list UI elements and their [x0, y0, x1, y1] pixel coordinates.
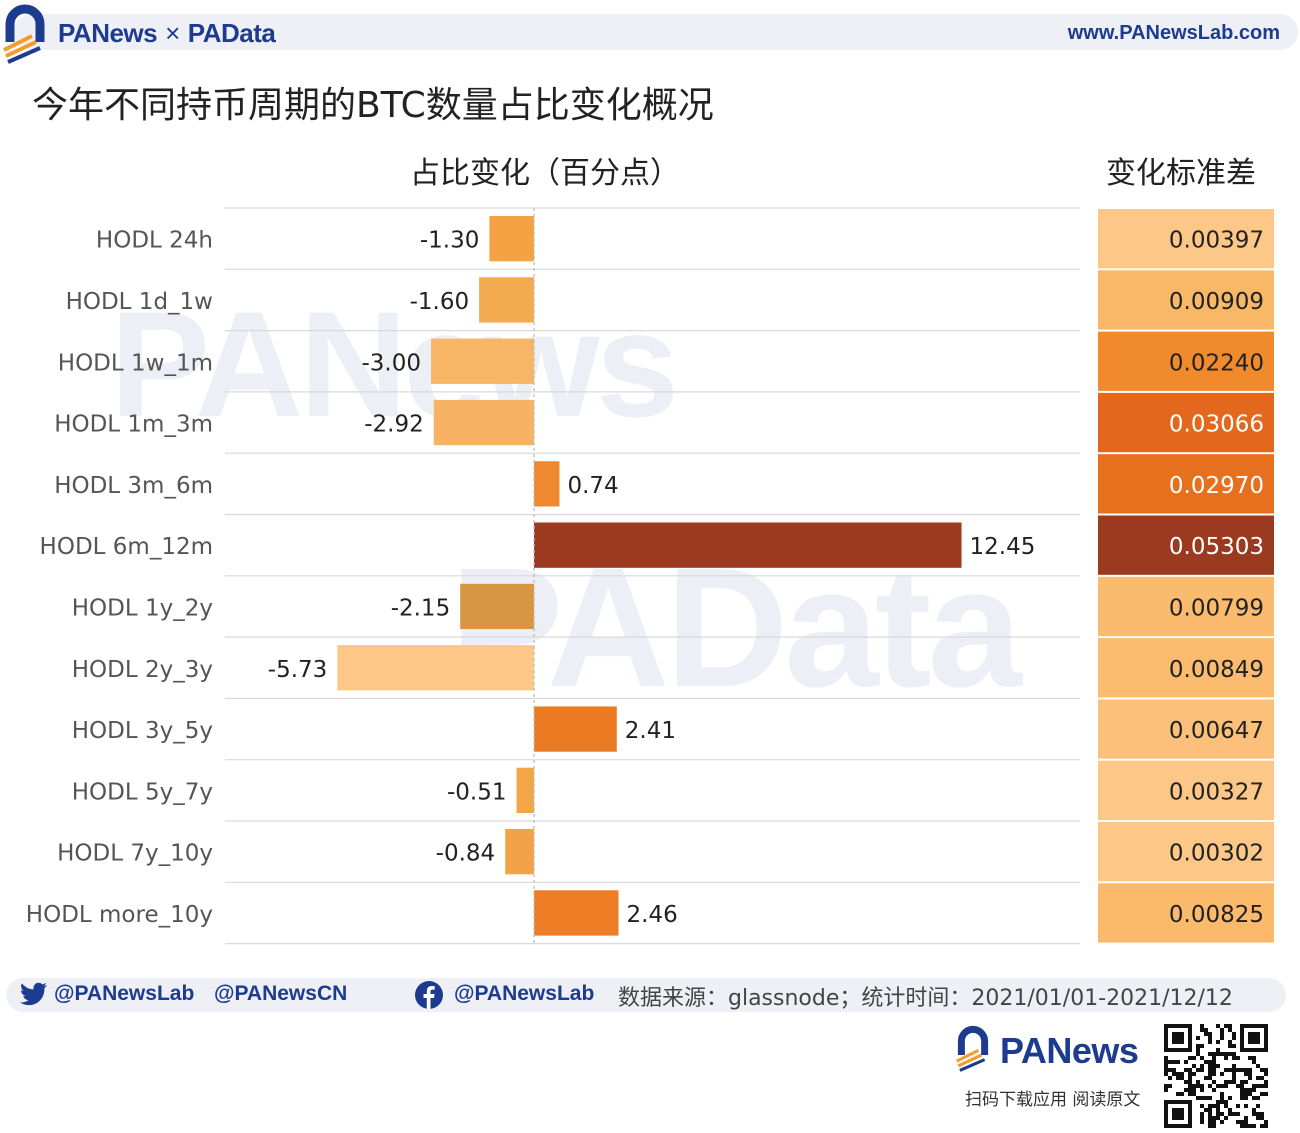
- category-label: HODL 6m_12m: [40, 534, 213, 560]
- bar: [460, 583, 535, 630]
- stddev-cell: [1098, 883, 1274, 943]
- bar: [534, 890, 619, 936]
- stddev-cell: [1098, 760, 1274, 820]
- stddev-cell: [1098, 576, 1274, 637]
- stddev-value-label: 0.00397: [1169, 228, 1264, 254]
- bar: [337, 645, 535, 691]
- pa-arch-logo-icon: [3, 4, 45, 64]
- header-bar: [14, 14, 1298, 50]
- bar-value-label: -3.00: [362, 350, 422, 376]
- stddev-cell: [1098, 331, 1274, 391]
- bar-value-label: -5.73: [268, 657, 328, 683]
- category-label: HODL 2y_3y: [72, 657, 213, 683]
- bar-value-label: 2.41: [625, 718, 676, 744]
- stddev-cell: [1098, 822, 1274, 882]
- bar-value-label: 0.74: [567, 473, 618, 499]
- bar-value-label: 2.46: [627, 902, 678, 928]
- stddev-cell: [1098, 270, 1274, 330]
- page-title: 今年不同持币周期的BTC数量占比变化概况: [32, 85, 714, 126]
- category-label: HODL 1m_3m: [54, 412, 213, 438]
- bar: [433, 399, 535, 446]
- bar-value-label: -2.92: [364, 412, 424, 438]
- category-label: HODL 1w_1m: [58, 350, 213, 376]
- stddev-cell: [1098, 392, 1274, 453]
- twitter-icon[interactable]: [20, 982, 48, 1006]
- category-label: HODL 3m_6m: [54, 473, 213, 499]
- category-label: HODL 7y_10y: [57, 841, 213, 867]
- category-label: HODL 1y_2y: [72, 595, 213, 621]
- category-label: HODL 24h: [96, 228, 213, 254]
- data-source-note: 数据来源：glassnode；统计时间：2021/01/01-2021/12/1…: [618, 986, 1233, 1011]
- bar-value-label: -1.60: [410, 289, 470, 315]
- stddev-value-label: 0.02240: [1169, 350, 1264, 376]
- site-url[interactable]: www.PANewsLab.com: [1067, 22, 1280, 44]
- stddev-cell: [1098, 515, 1274, 575]
- stddev-value-label: 0.00647: [1169, 718, 1264, 744]
- header-brand: PANews × PAData: [58, 18, 276, 49]
- stddev-value-label: 0.00849: [1169, 657, 1264, 683]
- scan-download-text: 扫码下载应用 阅读原文: [965, 1090, 1141, 1110]
- bar: [479, 277, 535, 323]
- stddev-column-header: 变化标准差: [1106, 156, 1256, 191]
- twitter-handle-2[interactable]: @PANewsCN: [214, 982, 348, 1005]
- bar-value-label: -2.15: [391, 595, 451, 621]
- bar-column-header: 占比变化（百分点）: [410, 156, 680, 191]
- bar-value-label: -1.30: [420, 228, 480, 254]
- brand-panews: PANews: [58, 18, 158, 48]
- bar: [505, 829, 535, 875]
- stddev-value-label: 0.00909: [1169, 289, 1264, 315]
- facebook-icon[interactable]: [414, 980, 444, 1010]
- category-label: HODL 5y_7y: [72, 779, 213, 805]
- stddev-value-label: 0.00799: [1169, 595, 1264, 621]
- stddev-value-label: 0.05303: [1169, 534, 1264, 560]
- stddev-cell: [1098, 638, 1274, 698]
- stddev-value-label: 0.00825: [1169, 902, 1264, 928]
- stddev-value-label: 0.02970: [1169, 473, 1264, 499]
- stddev-value-label: 0.00327: [1169, 779, 1264, 805]
- stddev-cell: [1098, 699, 1274, 759]
- bar-value-label: -0.84: [436, 841, 496, 867]
- bar: [431, 338, 535, 384]
- stddev-value-label: 0.03066: [1169, 412, 1264, 438]
- category-label: HODL 3y_5y: [72, 718, 213, 744]
- stddev-cell: [1098, 209, 1274, 269]
- bar: [534, 461, 560, 507]
- pa-arch-logo-icon: [956, 1026, 989, 1072]
- brand-separator: ×: [165, 18, 180, 48]
- bar-value-label: 12.45: [970, 534, 1036, 560]
- bar: [489, 216, 535, 262]
- bar-value-label: -0.51: [447, 779, 507, 805]
- stddev-value-label: 0.00302: [1169, 841, 1264, 867]
- footer-bar: [6, 978, 1286, 1012]
- qr-code-icon[interactable]: [1164, 1024, 1268, 1128]
- facebook-handle[interactable]: @PANewsLab: [454, 982, 595, 1005]
- bar: [516, 767, 535, 813]
- brand-padata: PAData: [187, 18, 276, 48]
- twitter-handle-1[interactable]: @PANewsLab: [54, 982, 195, 1005]
- bar: [534, 706, 617, 752]
- bar: [534, 522, 962, 568]
- stddev-cell: [1098, 454, 1274, 514]
- footer-brand: PANews: [1000, 1030, 1139, 1071]
- category-label: HODL 1d_1w: [66, 289, 213, 315]
- category-label: HODL more_10y: [26, 902, 213, 928]
